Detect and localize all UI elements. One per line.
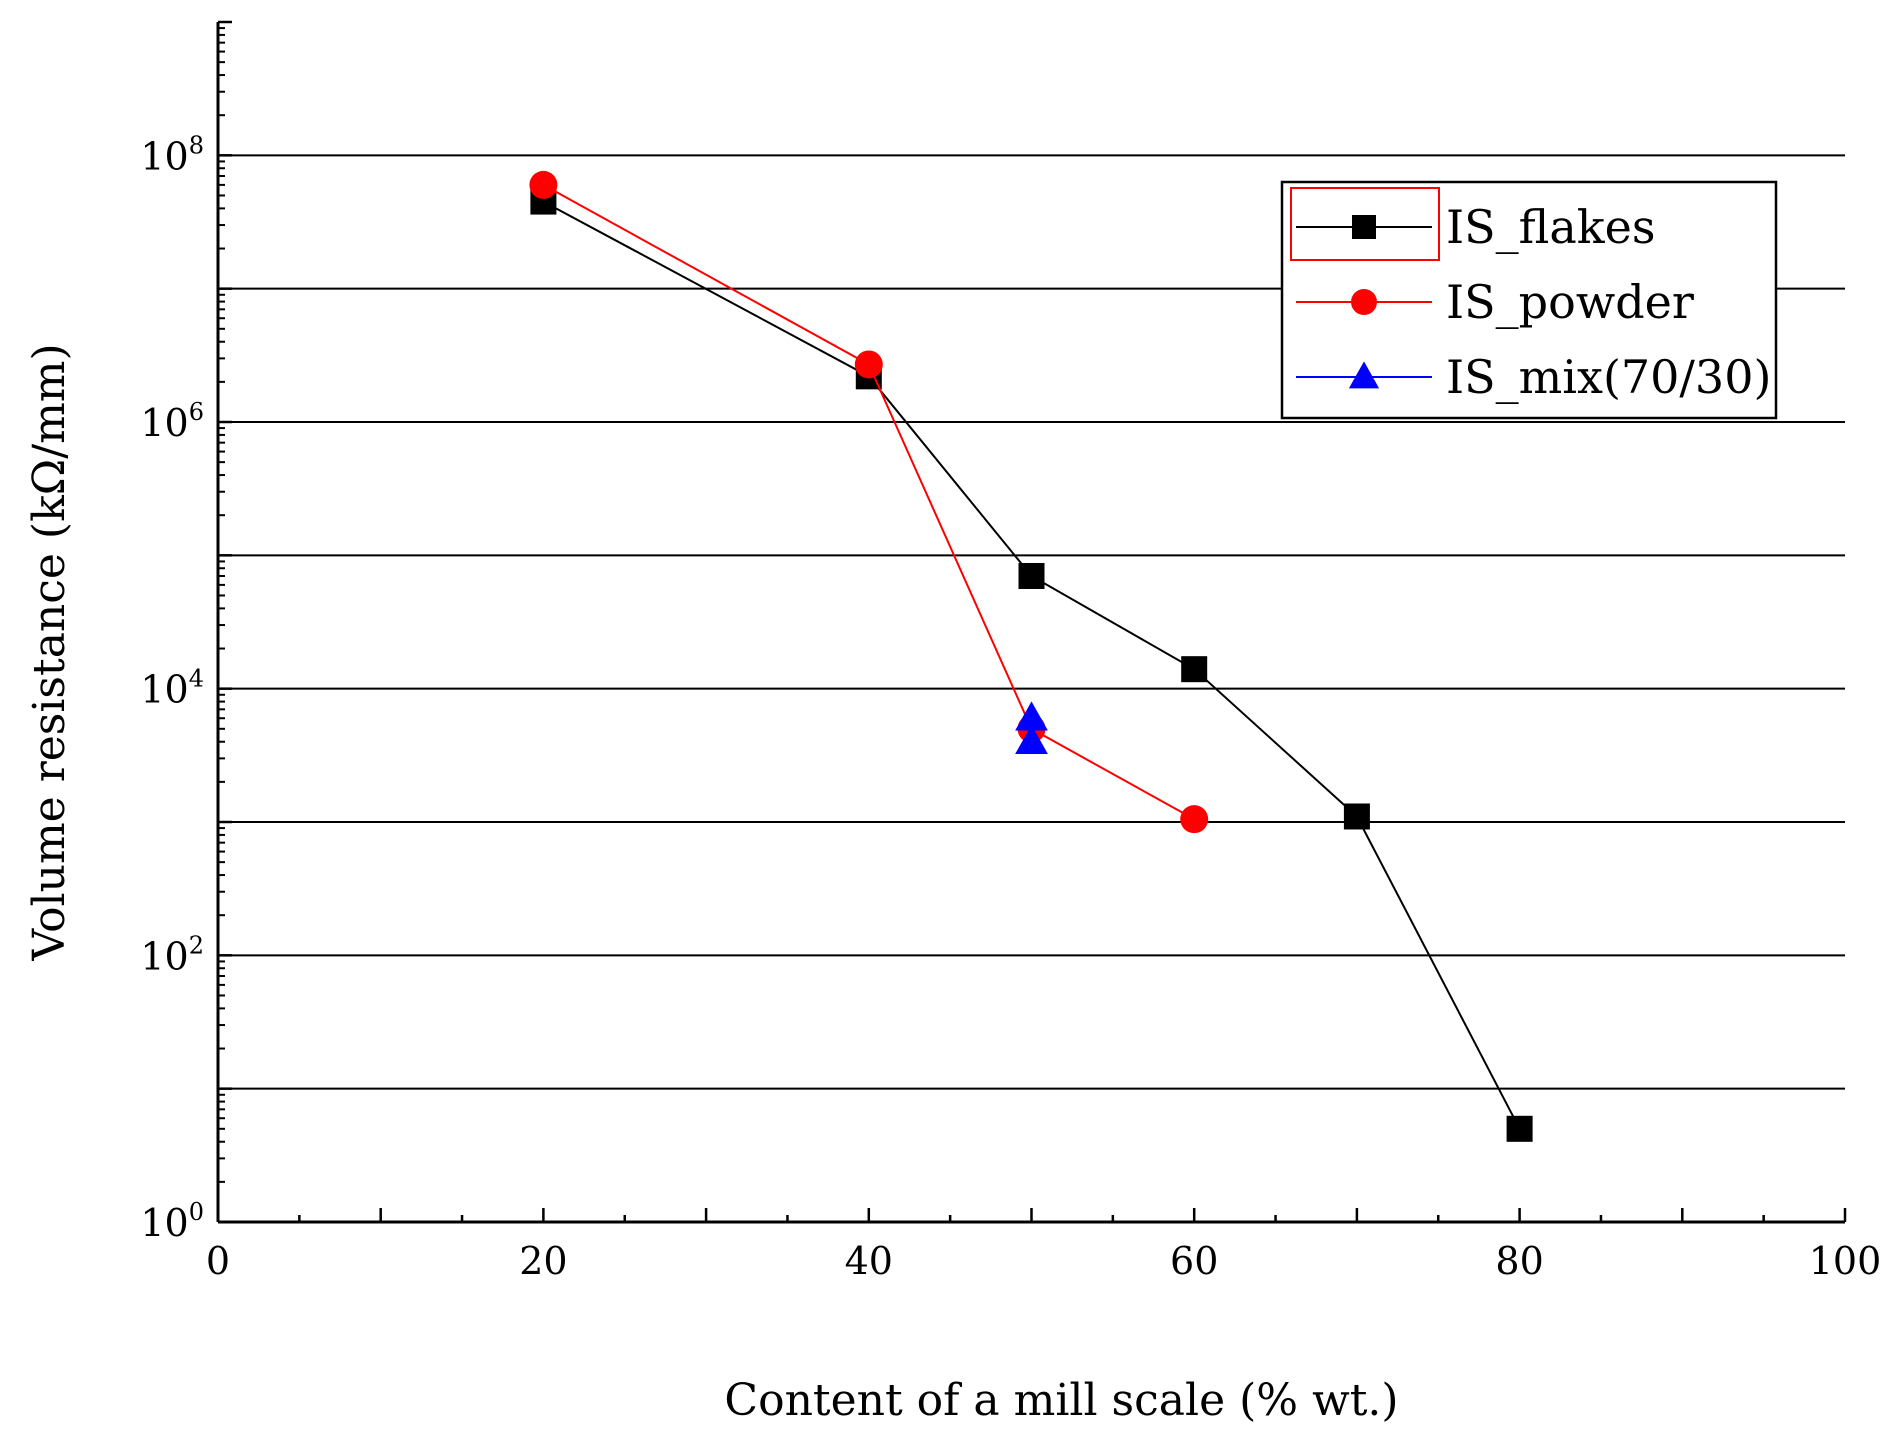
y-tick-label: 106 xyxy=(140,398,204,445)
legend-label: IS_mix(70/30) xyxy=(1446,350,1771,404)
data-point-is-powder xyxy=(854,350,883,379)
data-point-is-powder xyxy=(529,170,558,199)
x-tick-label: 100 xyxy=(1809,1239,1882,1283)
y-tick-label: 104 xyxy=(140,665,204,712)
series-line-is-flakes xyxy=(542,200,1521,1130)
data-point-is-flakes xyxy=(1506,1115,1533,1142)
legend-marker xyxy=(1352,215,1376,239)
y-tick-label: 108 xyxy=(140,131,204,178)
data-point-is-flakes xyxy=(1018,562,1045,589)
data-point-is-flakes xyxy=(1343,803,1370,830)
legend-label: IS_powder xyxy=(1446,275,1694,329)
y-tick-label: 100 xyxy=(140,1198,204,1245)
series-line-is-powder xyxy=(542,184,1195,821)
axes: 100 102 104 106 108 0 20 40 60 80 100 xyxy=(140,20,1882,1283)
series-layer xyxy=(529,170,1533,1142)
legend-highlight-box xyxy=(1290,187,1440,261)
y-tick-label: 102 xyxy=(140,931,204,978)
x-axis-title: Content of a mill scale (% wt.) xyxy=(724,1375,1398,1426)
data-point-is-mix-70-30 xyxy=(1015,724,1048,755)
data-point-is-mix-70-30 xyxy=(1015,701,1048,731)
x-tick-label: 0 xyxy=(206,1239,230,1283)
x-tick-label: 80 xyxy=(1495,1239,1543,1283)
legend-marker xyxy=(1348,361,1380,389)
data-point-is-powder xyxy=(1180,805,1209,834)
x-tick-label: 60 xyxy=(1170,1239,1218,1283)
x-tick-label: 40 xyxy=(845,1239,893,1283)
legend-marker xyxy=(1351,289,1377,315)
legend: IS_flakes IS_powder IS_mix(70/30) xyxy=(1280,180,1778,420)
x-tick-label: 20 xyxy=(519,1239,567,1283)
legend-label: IS_flakes xyxy=(1446,200,1656,254)
y-axis-title: Volume resistance (kΩ/mm) xyxy=(24,343,75,961)
data-point-is-flakes xyxy=(1181,656,1208,683)
